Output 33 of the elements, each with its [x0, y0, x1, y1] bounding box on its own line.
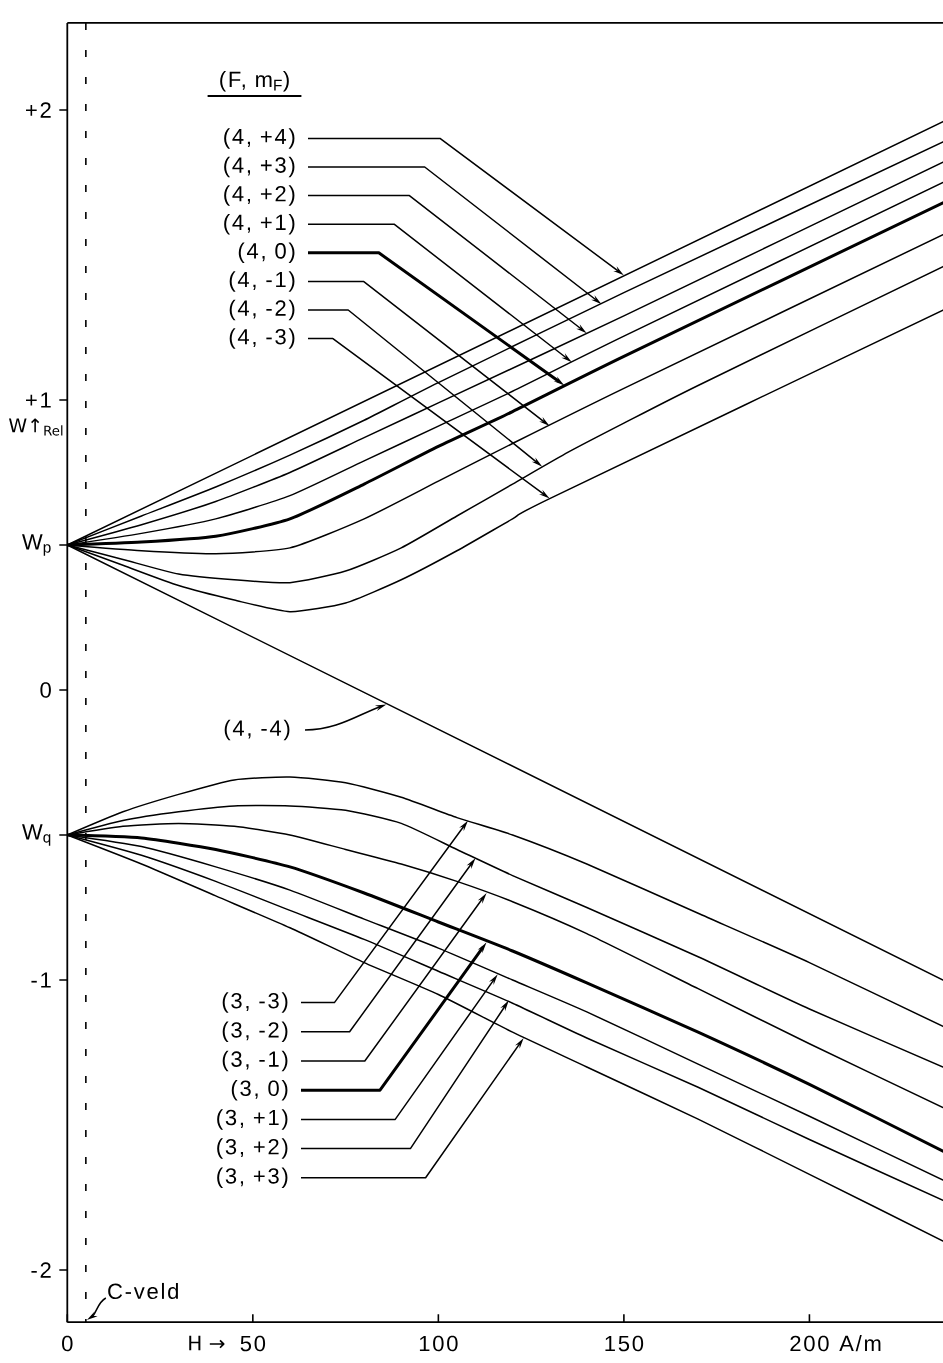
- x-axis-title: H →: [189, 1335, 225, 1351]
- annotation: (4, +3): [224, 156, 295, 178]
- y-axis-title: W↑$_{Rel}$: [9, 418, 63, 436]
- x-tick-label: 200: [790, 1335, 829, 1352]
- annotation: (3, -3): [222, 992, 288, 1013]
- annotation: (4, -2): [229, 299, 295, 321]
- ref-line-label: C-veld: [108, 1282, 178, 1300]
- y-tick-label: W$_{q}$: [22, 824, 51, 846]
- annotation: (4, 0): [238, 242, 295, 264]
- text: A/m: [839, 1335, 881, 1352]
- y-tick-label: -1: [31, 972, 51, 988]
- annotation: (3, +2): [217, 1138, 288, 1159]
- y-tick-label: 0: [40, 682, 51, 698]
- annotation: (F, m$_{F}$): [220, 71, 289, 92]
- annotation: (4, +1): [224, 213, 295, 235]
- x-tick-label: 150: [605, 1335, 644, 1352]
- y-tick-label: +2: [26, 102, 51, 118]
- x-tick-label: 50: [240, 1335, 266, 1352]
- x-tick-label: 0: [62, 1335, 73, 1352]
- annotation: (3, -2): [222, 1021, 288, 1043]
- annotation: (3, -1): [222, 1050, 288, 1072]
- annotation: (3, 0): [231, 1079, 288, 1101]
- annotation: (3, +3): [217, 1167, 288, 1189]
- y-tick-label: W$_{p}$: [22, 534, 51, 556]
- annotation: (4, +2): [224, 185, 295, 206]
- annotation: (4, -3): [229, 328, 295, 349]
- y-tick-label: -2: [31, 1262, 51, 1278]
- annotation: (3, +1): [217, 1109, 288, 1130]
- y-tick-label: +1: [26, 392, 51, 408]
- x-tick-label: 100: [419, 1335, 458, 1352]
- annotation: (4, -1): [229, 271, 295, 292]
- annotation: (4, -4): [224, 719, 290, 741]
- annotation: (4, +4): [224, 128, 295, 149]
